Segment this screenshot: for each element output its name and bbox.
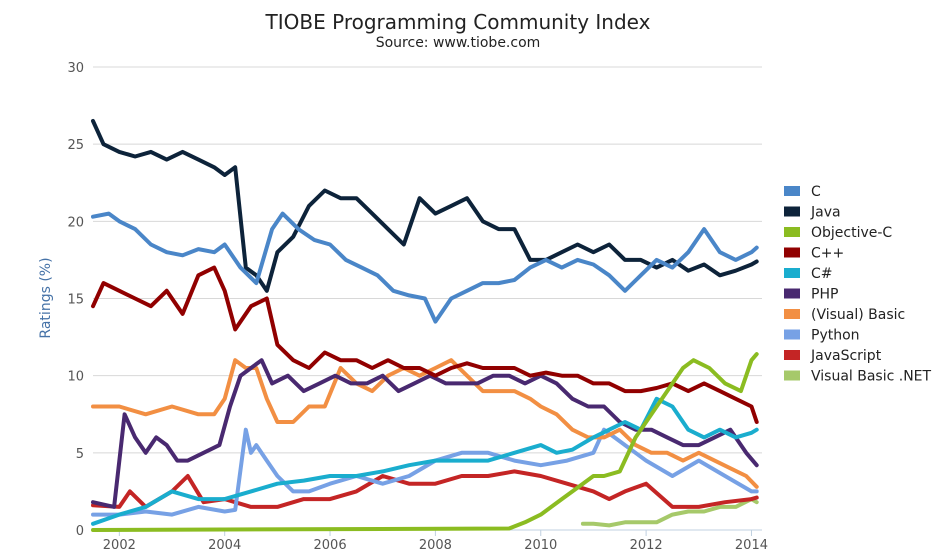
series-line-visual-basic-net[interactable] (580, 497, 759, 528)
x-tick-label: 2008 (419, 538, 452, 553)
y-tick-label: 25 (67, 138, 84, 153)
series-line-c[interactable] (91, 396, 759, 526)
series-lines (91, 119, 759, 532)
legend-item-javascript[interactable]: JavaScript (784, 348, 882, 364)
legend-swatch (784, 247, 800, 258)
x-tick-label: 2014 (735, 538, 768, 553)
legend-label: (Visual) Basic (811, 307, 905, 323)
series-line-python[interactable] (91, 427, 759, 517)
series-line-javascript[interactable] (91, 469, 759, 509)
chart-subtitle: Source: www.tiobe.com (376, 35, 541, 51)
axis-ticks: 0 5 10 15 20 25 30 2002 2004 2006 2008 2010 2012 2014 (67, 61, 768, 553)
x-tick-label: 2002 (103, 538, 136, 553)
legend-label: JavaScript (810, 348, 882, 364)
x-tick-label: 2010 (524, 538, 557, 553)
legend-item-visual-basic-net[interactable]: Visual Basic .NET (784, 369, 932, 385)
legend-swatch (784, 206, 800, 217)
legend-label: Java (810, 205, 841, 221)
x-tick-label: 2006 (314, 538, 347, 553)
legend-item-c[interactable]: C++ (784, 246, 844, 262)
series-line-c[interactable] (91, 265, 759, 424)
y-axis-label: Ratings (%) (38, 257, 54, 338)
y-tick-label: 20 (67, 215, 84, 230)
legend-label: Visual Basic .NET (811, 369, 932, 385)
legend-label: Objective-C (811, 225, 892, 241)
legend-label: C++ (811, 246, 844, 262)
chart-title: TIOBE Programming Community Index (265, 10, 651, 34)
legend[interactable]: C Java Objective-C C++ C# PHP (Visual) Basic Py… (784, 184, 932, 385)
legend-swatch (784, 370, 800, 381)
series-line-objective-c[interactable] (91, 352, 759, 532)
x-tick-label: 2004 (208, 538, 241, 553)
x-tick-label: 2012 (630, 538, 663, 553)
y-tick-label: 0 (76, 524, 84, 539)
legend-swatch (784, 288, 800, 299)
legend-item-php[interactable]: PHP (784, 287, 838, 303)
series-line-visual-basic[interactable] (91, 358, 759, 489)
legend-swatch (784, 309, 800, 319)
series-line-c[interactable] (91, 211, 759, 324)
legend-item-python[interactable]: Python (784, 328, 860, 344)
legend-item-c[interactable]: C# (784, 266, 833, 282)
legend-swatch (784, 268, 800, 278)
legend-label: Python (811, 328, 860, 344)
legend-swatch (784, 186, 800, 196)
legend-swatch (784, 227, 800, 237)
legend-swatch (784, 329, 800, 340)
legend-item-c[interactable]: C (784, 184, 821, 200)
y-tick-label: 10 (67, 370, 84, 385)
legend-item-objective-c[interactable]: Objective-C (784, 225, 892, 241)
legend-item-java[interactable]: Java (784, 205, 841, 221)
legend-item-visual-basic[interactable]: (Visual) Basic (784, 307, 905, 323)
legend-label: C (811, 184, 821, 200)
y-tick-label: 15 (67, 293, 84, 308)
y-tick-label: 5 (76, 447, 84, 462)
series-line-java[interactable] (91, 119, 759, 293)
legend-swatch (784, 350, 800, 360)
legend-label: PHP (811, 287, 838, 303)
legend-label: C# (811, 266, 833, 282)
y-tick-label: 30 (67, 61, 84, 76)
